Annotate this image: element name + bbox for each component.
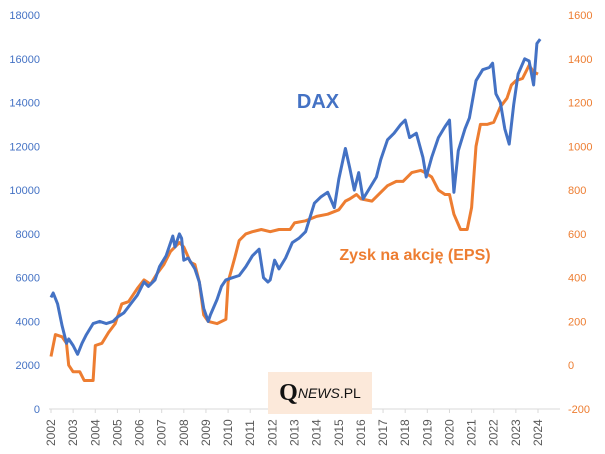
x-tick-label: 2005 bbox=[110, 419, 124, 446]
eps-label: Zysk na akcję (EPS) bbox=[339, 247, 490, 264]
x-tick-label: 2009 bbox=[199, 419, 213, 446]
series-line-dax bbox=[49, 38, 542, 356]
dax-label: DAX bbox=[297, 91, 340, 113]
y-right-tick-label: 1200 bbox=[568, 98, 592, 110]
x-tick-label: 2011 bbox=[243, 420, 257, 446]
x-tick-label: 2024 bbox=[531, 419, 545, 446]
y-left-tick-label: 6000 bbox=[16, 273, 40, 285]
x-tick-label: 2004 bbox=[88, 419, 102, 446]
y-right-tick-label: 0 bbox=[568, 360, 574, 372]
y-right-tick-label: 1000 bbox=[568, 141, 592, 153]
y-right-tick-label: -200 bbox=[568, 404, 590, 416]
x-tick-label: 2021 bbox=[465, 419, 479, 446]
y-left-tick-label: 10000 bbox=[9, 185, 40, 197]
y-right-tick-label: 1400 bbox=[568, 54, 592, 66]
y-left-tick-label: 18000 bbox=[9, 10, 40, 22]
series-line-eps bbox=[49, 63, 539, 382]
y-right-tick-label: 800 bbox=[568, 185, 586, 197]
y-left-tick-label: 4000 bbox=[16, 316, 40, 328]
y-right-tick-label: 1600 bbox=[568, 10, 592, 22]
x-tick-label: 2016 bbox=[354, 419, 368, 446]
x-tick-label: 2012 bbox=[265, 419, 279, 446]
x-tick-label: 2023 bbox=[509, 419, 523, 446]
x-tick-label: 2003 bbox=[66, 419, 80, 446]
y-left-tick-label: 8000 bbox=[16, 229, 40, 241]
x-tick-label: 2007 bbox=[155, 419, 169, 446]
x-tick-label: 2002 bbox=[44, 419, 58, 446]
y-right-tick-label: 200 bbox=[568, 316, 586, 328]
y-right-tick-label: 600 bbox=[568, 229, 586, 241]
x-tick-label: 2022 bbox=[487, 419, 501, 446]
y-left-tick-label: 2000 bbox=[16, 360, 40, 372]
y-right-tick-label: 400 bbox=[568, 273, 586, 285]
x-tick-label: 2014 bbox=[310, 419, 324, 446]
x-tick-label: 2008 bbox=[177, 419, 191, 446]
x-tick-label: 2015 bbox=[332, 419, 346, 446]
y-left-tick-label: 0 bbox=[34, 404, 40, 416]
x-tick-label: 2017 bbox=[376, 419, 390, 446]
y-left-tick-label: 14000 bbox=[9, 98, 40, 110]
y-left-tick-label: 16000 bbox=[9, 54, 40, 66]
x-tick-label: 2010 bbox=[221, 419, 235, 446]
x-tick-label: 2013 bbox=[288, 419, 302, 446]
y-left-tick-label: 12000 bbox=[9, 141, 40, 153]
qnews-logo: Q NEWS .PL bbox=[268, 372, 372, 414]
x-tick-label: 2006 bbox=[133, 419, 147, 446]
x-tick-label: 2018 bbox=[398, 419, 412, 446]
x-tick-label: 2019 bbox=[420, 419, 434, 446]
x-tick-label: 2020 bbox=[442, 419, 456, 446]
